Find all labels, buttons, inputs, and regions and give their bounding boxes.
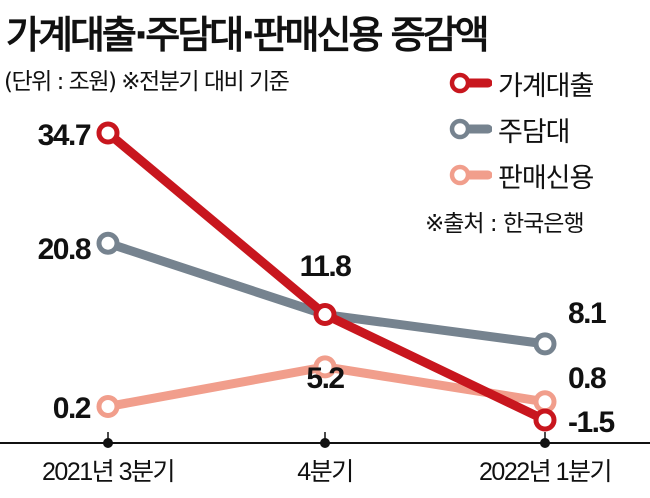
- x-tick-dot: [540, 438, 550, 448]
- data-label: -1.5: [568, 406, 615, 439]
- data-label: 20.8: [38, 233, 91, 266]
- data-point: [533, 332, 557, 356]
- data-point: [96, 231, 120, 255]
- legend-label: 가계대출: [498, 70, 594, 102]
- x-tick-label: 2021년 3분기: [42, 458, 174, 486]
- data-label: 0.2: [53, 392, 91, 425]
- legend-item-mortgage: 주담대: [448, 106, 593, 152]
- legend-item-sales-credit: 판매신용: [448, 152, 594, 198]
- data-point: [313, 355, 337, 379]
- data-label: 8.1: [568, 297, 606, 330]
- legend-item-household-loan: 가계대출: [448, 60, 594, 106]
- x-tick-dot: [320, 438, 330, 448]
- data-label: 0.8: [568, 362, 606, 395]
- legend-marker-icon: [449, 72, 492, 94]
- data-point: [533, 390, 557, 414]
- legend-marker-icon: [449, 164, 492, 186]
- x-tick-dot: [103, 438, 113, 448]
- data-point: [96, 395, 120, 419]
- chart-subtitle: (단위 : 조원) ※전분기 대비 기준: [4, 69, 290, 95]
- data-point: [533, 408, 557, 432]
- chart-title: 가계대출·주담대·판매신용 증감액: [6, 13, 490, 57]
- data-point: [313, 303, 337, 327]
- legend-label: 판매신용: [498, 162, 594, 194]
- data-label: 34.7: [38, 119, 91, 152]
- source-note: ※출처 : 한국은행: [425, 211, 585, 237]
- data-point: [96, 121, 120, 145]
- x-tick-label: 2022년 1분기: [479, 458, 611, 486]
- legend-marker-icon: [449, 118, 492, 140]
- legend-label: 주담대: [498, 116, 571, 148]
- x-tick-label: 4분기: [297, 458, 352, 486]
- legend: 가계대출 주담대 판매신용: [448, 60, 594, 198]
- data-label: 5.2: [306, 362, 344, 395]
- data-label: 11.8: [300, 250, 352, 283]
